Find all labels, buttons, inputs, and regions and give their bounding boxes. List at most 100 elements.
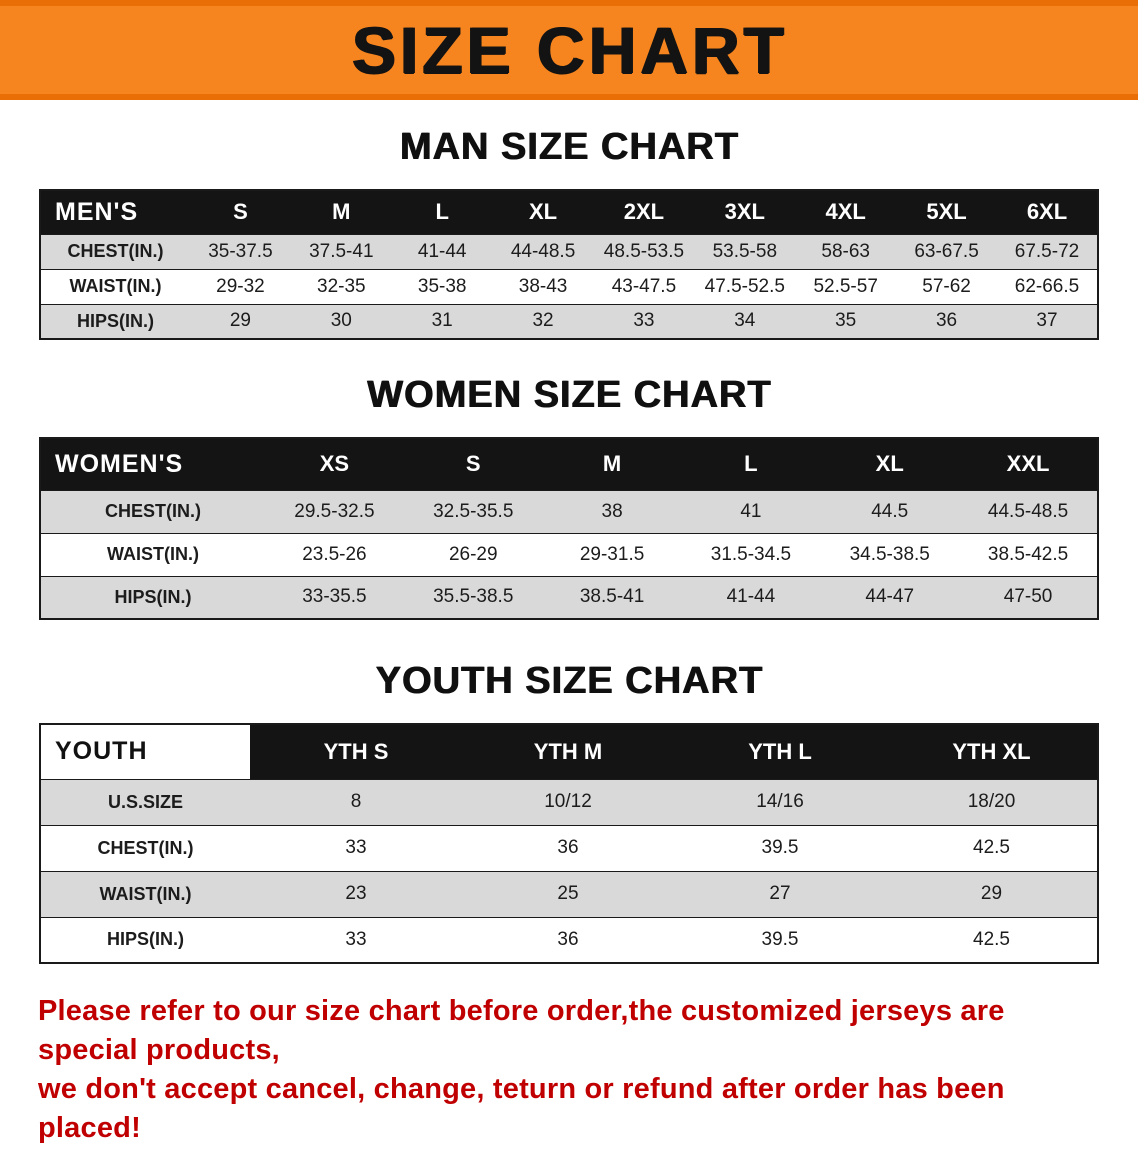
women-size-section: WOMEN SIZE CHART WOMEN'S XS S M L XL XXL CHEST(… (0, 374, 1138, 620)
men-size-section: MAN SIZE CHART MEN'S S M L XL 2XL 3XL 4XL 5XL 6XL… (0, 126, 1138, 340)
size-value-cell: 32-35 (317, 275, 366, 297)
size-value-cell: 34 (734, 310, 756, 332)
size-value-cell: 37.5-41 (309, 240, 374, 262)
column-header: 2XL (593, 190, 695, 234)
size-value-cell: 41-44 (417, 240, 467, 262)
size-value-cell: 23.5-26 (302, 543, 367, 565)
column-header: YTH XL (886, 724, 1098, 779)
column-header: S (403, 438, 543, 490)
size-value-cell: 34.5-38.5 (849, 543, 930, 565)
size-value-cell: 44.5 (871, 500, 909, 522)
row-label: CHEST(IN.) (67, 241, 164, 261)
size-value-cell: 38 (601, 500, 623, 522)
size-value-cell: 42.5 (973, 928, 1010, 950)
size-value-cell: 10/12 (544, 791, 592, 812)
disclaimer-note: Please refer to our size chart before or… (38, 992, 1100, 1149)
size-value-cell: 53.5-58 (712, 240, 778, 262)
table-corner-label: WOMEN'S (40, 438, 265, 490)
size-value-cell: 33 (633, 310, 655, 332)
table-row: CHEST(IN.) 33 36 39.5 42.5 (40, 825, 1098, 871)
size-value-cell: 29 (980, 883, 1003, 904)
column-header: M (290, 190, 392, 234)
size-value-cell: 44-47 (865, 586, 915, 608)
column-header: YTH L (674, 724, 886, 779)
row-label: WAIST(IN.) (69, 276, 162, 296)
row-label: CHEST(IN.) (105, 501, 201, 521)
column-header: S (190, 190, 291, 234)
size-value-cell: 42.5 (973, 837, 1010, 858)
size-value-cell: 52.5-57 (813, 275, 878, 297)
size-value-cell: 33 (345, 928, 367, 950)
size-value-cell: 44.5-48.5 (987, 500, 1069, 522)
size-value-cell: 29-31.5 (579, 543, 645, 565)
size-value-cell: 47.5-52.5 (704, 275, 785, 297)
size-value-cell: 14/16 (756, 791, 804, 812)
size-value-cell: 35-37.5 (208, 240, 273, 262)
row-label: WAIST(IN.) (99, 883, 192, 904)
table-header-row: YOUTH YTH S YTH M YTH L YTH XL (40, 724, 1098, 779)
size-chart-banner: SIZE CHART (0, 0, 1138, 100)
size-value-cell: 38-43 (518, 275, 568, 297)
column-header: 3XL (694, 190, 796, 234)
women-size-table: WOMEN'S XS S M L XL XXL CHEST(IN.) 29.5-32.5 32.5… (39, 437, 1099, 620)
size-value-cell: 62-66.5 (1014, 275, 1080, 297)
size-value-cell: 35 (835, 310, 857, 332)
disclaimer-line-2: we don't accept cancel, change, teturn o… (38, 1073, 1005, 1145)
table-row: WAIST(IN.) 29-32 32-35 35-38 38-43 43-47.5 47.… (40, 269, 1098, 304)
size-value-cell: 32.5-35.5 (433, 500, 514, 522)
table-corner-label: MEN'S (40, 190, 190, 234)
row-label: U.S.SIZE (107, 791, 183, 812)
size-value-cell: 36 (557, 928, 579, 950)
column-header: XS (265, 438, 404, 490)
table-row: CHEST(IN.) 29.5-32.5 32.5-35.5 38 41 44.5 44.5… (40, 490, 1098, 533)
size-value-cell: 25 (557, 883, 579, 904)
size-value-cell: 38.5-41 (579, 586, 645, 608)
row-label: HIPS(IN.) (106, 929, 184, 950)
size-value-cell: 44-48.5 (510, 240, 576, 262)
size-value-cell: 38.5-42.5 (987, 543, 1069, 565)
disclaimer-line-1: Please refer to our size chart before or… (38, 995, 1005, 1067)
size-value-cell: 37 (1036, 310, 1058, 332)
table-header-row: MEN'S S M L XL 2XL 3XL 4XL 5XL 6XL (40, 190, 1098, 234)
size-value-cell: 33-35.5 (302, 586, 367, 608)
size-value-cell: 26-29 (448, 543, 498, 565)
table-row: WAIST(IN.) 23 25 27 29 (40, 871, 1098, 917)
size-value-cell: 63-67.5 (914, 240, 979, 262)
column-header: XL (492, 190, 594, 234)
size-value-cell: 23 (345, 883, 367, 904)
table-row: CHEST(IN.) 35-37.5 37.5-41 41-44 44-48.5 48.5… (40, 234, 1098, 269)
table-row: HIPS(IN.) 33-35.5 35.5-38.5 38.5-41 41-44 44-… (40, 576, 1098, 619)
size-value-cell: 35-38 (417, 275, 467, 297)
size-value-cell: 67.5-72 (1014, 240, 1080, 262)
size-value-cell: 29.5-32.5 (294, 500, 375, 522)
men-section-heading: MAN SIZE CHART (399, 126, 739, 168)
women-section-heading: WOMEN SIZE CHART (366, 374, 772, 416)
size-value-cell: 39.5 (761, 837, 799, 858)
size-value-cell: 31 (431, 310, 453, 332)
size-value-cell: 41-44 (726, 586, 776, 608)
banner-title: SIZE CHART (351, 13, 787, 87)
column-header: YTH S (250, 724, 462, 779)
size-value-cell: 29-32 (216, 275, 265, 297)
column-header: L (681, 438, 821, 490)
column-header: 6XL (997, 190, 1098, 234)
youth-section-heading: YOUTH SIZE CHART (375, 660, 763, 702)
table-row: U.S.SIZE 8 10/12 14/16 18/20 (40, 779, 1098, 825)
row-label: HIPS(IN.) (114, 586, 192, 607)
size-value-cell: 18/20 (967, 791, 1016, 812)
column-header: 4XL (795, 190, 897, 234)
size-value-cell: 39.5 (761, 928, 799, 950)
column-header: XXL (959, 438, 1098, 490)
column-header: M (542, 438, 682, 490)
table-header-row: WOMEN'S XS S M L XL XXL (40, 438, 1098, 490)
table-row: HIPS(IN.) 33 36 39.5 42.5 (40, 917, 1098, 963)
row-label: CHEST(IN.) (97, 837, 194, 858)
size-value-cell: 8 (350, 791, 362, 812)
size-value-cell: 27 (769, 883, 791, 904)
youth-size-section: YOUTH SIZE CHART YOUTH YTH S YTH M YTH L YTH… (0, 660, 1138, 964)
size-value-cell: 57-62 (922, 275, 971, 297)
table-row: WAIST(IN.) 23.5-26 26-29 29-31.5 31.5-34.5 34… (40, 533, 1098, 576)
size-value-cell: 31.5-34.5 (710, 543, 792, 565)
youth-size-table: YOUTH YTH S YTH M YTH L YTH XL U.S.SIZE 8 10/12… (39, 723, 1099, 964)
row-label: HIPS(IN.) (76, 310, 154, 331)
